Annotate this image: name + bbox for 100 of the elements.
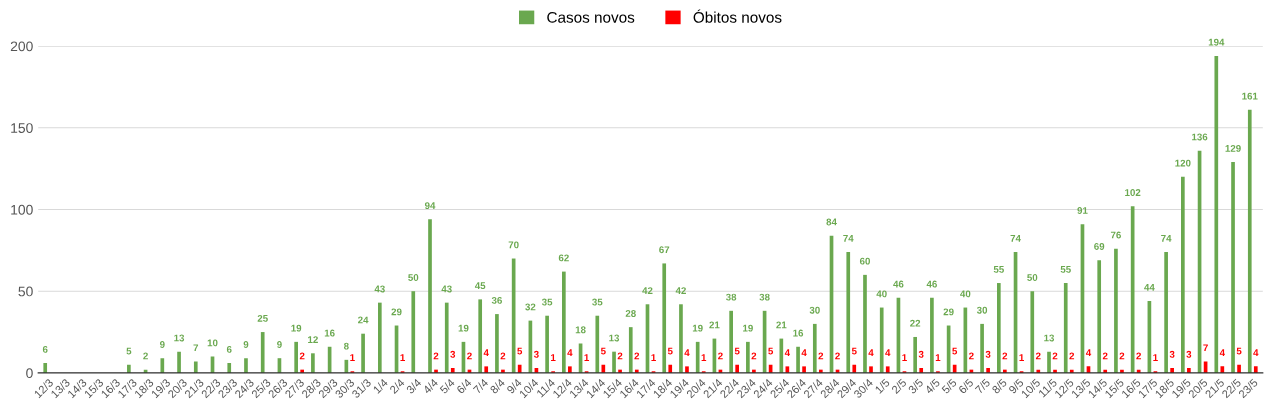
data-label: 5	[517, 347, 523, 355]
data-label: 129	[1225, 144, 1241, 152]
data-label: 19	[743, 324, 753, 332]
y-tick-label: 200	[10, 41, 33, 52]
data-label: 5	[734, 347, 740, 355]
data-label: 50	[1027, 274, 1038, 281]
x-tick-label: 1/5	[874, 378, 891, 394]
x-tick-label: 2/5	[890, 378, 907, 395]
x-tick-label: 5/4	[439, 378, 456, 395]
x-tick-label: 2/4	[389, 378, 406, 395]
data-label: 161	[1242, 92, 1258, 100]
x-tick-label: 7/4	[472, 378, 489, 395]
data-label: 2	[433, 352, 439, 360]
data-label: 2	[467, 352, 472, 360]
data-label: 62	[558, 254, 569, 262]
data-label: 2	[751, 352, 757, 360]
data-label: 74	[1010, 234, 1021, 242]
data-label: 2	[1102, 352, 1108, 360]
data-label: 1	[651, 354, 656, 361]
data-label: 42	[675, 287, 686, 294]
data-label: 30	[976, 306, 988, 314]
data-label: 5	[851, 347, 857, 355]
data-label: 46	[893, 280, 904, 288]
x-tick-label: 4/5	[924, 378, 941, 395]
data-label: 21	[709, 321, 720, 329]
data-label: 19	[458, 324, 469, 332]
data-label: 55	[993, 266, 1004, 273]
data-label: 2	[969, 352, 974, 360]
x-tick-label: 7/5	[974, 378, 991, 395]
data-label: 9	[277, 341, 282, 348]
data-label: 1	[1019, 354, 1024, 361]
data-label: 9	[243, 341, 249, 348]
data-label: 3	[1169, 350, 1175, 358]
data-label: 4	[801, 349, 807, 357]
data-label: 3	[985, 350, 991, 358]
data-label: 4	[684, 349, 690, 357]
data-label: 2	[1069, 352, 1075, 360]
data-label: 1	[551, 354, 556, 361]
data-label: 13	[609, 334, 620, 342]
data-label: 4	[1085, 349, 1092, 357]
data-label: 4	[784, 349, 790, 357]
data-label: 21	[776, 321, 787, 329]
y-tick-label: 100	[11, 204, 33, 215]
data-label: 1	[902, 354, 907, 361]
data-label: 29	[943, 308, 954, 316]
data-label: 70	[508, 241, 519, 249]
data-label: 102	[1125, 189, 1141, 196]
data-label: 91	[1077, 207, 1088, 214]
x-tick-label: 4/4	[422, 378, 439, 395]
data-label: 36	[491, 296, 502, 304]
data-label: 2	[835, 352, 840, 360]
data-label: 30	[809, 306, 820, 314]
data-label: 50	[408, 274, 419, 281]
x-tick-label: 1/4	[372, 378, 389, 394]
data-label: 4	[1253, 349, 1259, 357]
data-label: 84	[826, 218, 837, 226]
data-label: 1	[1153, 354, 1158, 361]
data-label: 16	[324, 329, 335, 337]
data-label: 7	[1203, 344, 1208, 352]
data-label: 67	[659, 246, 670, 254]
data-label: 6	[42, 345, 48, 353]
x-tick-label: 8/5	[991, 378, 1008, 395]
data-label: 1	[701, 354, 707, 361]
data-label: 28	[625, 310, 636, 317]
y-tick-label: 150	[11, 123, 33, 133]
x-tick-label: 6/5	[957, 378, 974, 395]
data-label: 1	[935, 354, 941, 361]
x-tick-label: 8/4	[489, 378, 506, 395]
data-label: 5	[1236, 347, 1242, 355]
legend-label: Casos novos	[547, 11, 635, 23]
data-label: 35	[541, 298, 553, 306]
data-label: 9	[159, 341, 165, 348]
data-label: 19	[291, 324, 302, 332]
data-label: 194	[1208, 38, 1225, 46]
y-tick-label: 50	[18, 286, 33, 297]
data-label: 1	[584, 354, 590, 361]
data-label: 1	[350, 354, 355, 361]
data-label: 2	[1119, 352, 1125, 360]
data-label: 40	[960, 290, 971, 298]
data-label: 2	[634, 352, 640, 360]
data-label: 16	[793, 329, 804, 337]
data-label: 12	[308, 336, 318, 343]
data-label: 74	[843, 234, 854, 242]
data-label: 10	[207, 339, 218, 347]
data-label: 3	[450, 350, 456, 358]
data-label: 4	[483, 349, 489, 357]
legend-label: Óbitos novos	[693, 9, 782, 23]
data-label: 13	[174, 334, 185, 342]
data-label: 3	[918, 350, 924, 358]
data-label: 42	[642, 287, 653, 294]
data-label: 38	[759, 293, 770, 301]
data-label: 44	[1144, 283, 1155, 291]
data-label: 120	[1175, 159, 1191, 167]
data-label: 2	[818, 352, 824, 360]
data-label: 5	[768, 347, 774, 355]
data-label: 18	[575, 326, 586, 334]
data-label: 4	[1219, 349, 1225, 357]
data-label: 2	[1052, 352, 1058, 360]
x-tick-label: 3/5	[907, 378, 924, 395]
data-label: 2	[718, 352, 723, 360]
